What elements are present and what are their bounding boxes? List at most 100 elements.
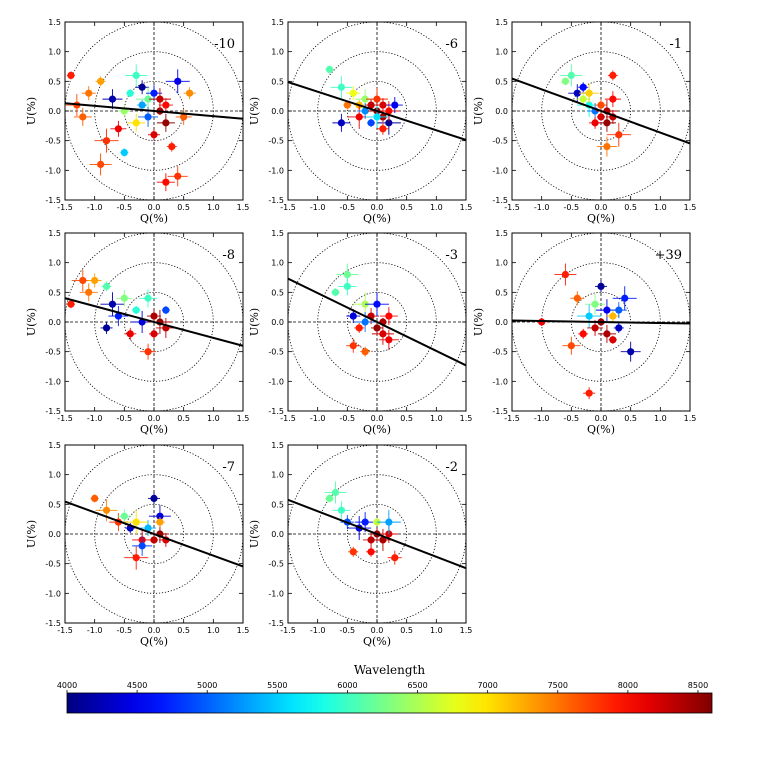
y-tick-label: -1.5: [45, 196, 61, 205]
data-point: [355, 324, 363, 332]
panel-4: -1.5-1.5 -1.0 -1.0 -0.5 -0.5 0.0 0.0 0.5 0.5 1.0 1…: [25, 229, 249, 436]
x-tick-label: 1.0: [430, 203, 443, 212]
panel-epoch-label: -2: [445, 460, 458, 475]
x-tick-label: -1.5: [57, 626, 73, 635]
y-tick-label: 1.0: [495, 48, 508, 57]
y-tick-label: -0.5: [45, 137, 61, 146]
y-tick-label: -1.0: [268, 589, 284, 598]
data-point: [379, 536, 387, 544]
x-tick-label: 0.5: [177, 414, 190, 423]
data-point: [585, 389, 593, 397]
y-tick-label: -1.0: [492, 166, 508, 175]
y-axis-title: U(%): [472, 308, 485, 336]
data-point: [367, 536, 375, 544]
data-point: [79, 113, 87, 121]
data-point: [325, 65, 334, 74]
data-point: [120, 512, 128, 520]
x-tick-label: -1.5: [57, 414, 73, 423]
y-tick-label: -0.5: [492, 137, 508, 146]
data-point: [361, 318, 369, 326]
x-tick-label: -1.5: [280, 626, 296, 635]
data-point: [379, 125, 387, 133]
x-tick-label: 0.5: [400, 203, 413, 212]
x-tick-label: 0.0: [595, 414, 608, 423]
data-point: [379, 330, 387, 338]
x-axis-title: Q(%): [140, 212, 168, 225]
colorbar-tick-label: 6500: [407, 681, 427, 690]
data-point: [627, 348, 635, 356]
data-point: [150, 494, 158, 502]
data-point: [114, 125, 122, 133]
y-tick-label: -1.5: [268, 407, 284, 416]
data-point: [102, 324, 111, 332]
x-tick-label: -1.0: [534, 203, 550, 212]
y-tick-label: 1.5: [48, 441, 61, 450]
x-tick-label: 0.0: [148, 626, 161, 635]
y-tick-label: 1.5: [271, 229, 284, 238]
data-point: [150, 312, 158, 320]
y-axis-title: U(%): [248, 308, 261, 336]
data-point: [597, 282, 605, 290]
data-point: [79, 276, 87, 285]
data-point: [609, 312, 617, 320]
data-point: [361, 348, 369, 356]
data-point: [138, 101, 146, 109]
y-tick-label: -1.0: [45, 377, 61, 386]
colorbar-gradient: [66, 692, 713, 714]
x-tick-label: 0.5: [624, 203, 637, 212]
x-tick-label: -1.5: [504, 203, 520, 212]
y-tick-label: -1.5: [268, 619, 284, 628]
data-point: [567, 342, 575, 350]
y-tick-label: 1.0: [271, 471, 284, 480]
y-tick-label: -0.5: [268, 560, 284, 569]
x-tick-label: -1.5: [280, 414, 296, 423]
data-point: [367, 119, 375, 127]
data-point: [162, 119, 170, 127]
data-point: [609, 336, 617, 344]
y-tick-label: 0.0: [495, 107, 508, 116]
data-point: [373, 324, 381, 332]
data-point: [126, 330, 134, 338]
x-tick-label: 1.5: [237, 626, 250, 635]
x-axis-title: Q(%): [363, 212, 391, 225]
data-point: [603, 143, 611, 151]
panel-plot-area: [65, 233, 243, 411]
data-point: [102, 506, 111, 514]
x-tick-label: -0.5: [340, 203, 356, 212]
data-point: [108, 300, 117, 308]
data-point: [144, 524, 152, 532]
data-point: [132, 554, 140, 562]
x-tick-label: 0.5: [624, 414, 637, 423]
reference-circle: [346, 503, 408, 565]
reference-circle: [317, 474, 437, 594]
y-axis-title: U(%): [25, 520, 38, 548]
data-point: [385, 336, 393, 344]
data-point: [186, 89, 194, 97]
y-tick-label: 1.0: [48, 471, 61, 480]
x-tick-label: 0.0: [148, 414, 161, 423]
data-point: [385, 312, 393, 320]
x-tick-label: 1.5: [684, 414, 697, 423]
reference-circle: [94, 51, 214, 171]
x-tick-label: -0.5: [564, 414, 580, 423]
panel-epoch-label: -6: [445, 37, 458, 52]
y-tick-label: 0.0: [271, 318, 284, 327]
data-point: [144, 294, 152, 302]
y-axis-title: U(%): [472, 97, 485, 125]
data-point: [174, 172, 182, 180]
dominant-axis-line: [65, 500, 243, 568]
x-tick-label: 1.5: [684, 203, 697, 212]
panel-plot-area: [512, 22, 690, 200]
data-point: [132, 119, 140, 127]
panel-epoch-label: -10: [214, 37, 235, 52]
reference-circle: [346, 80, 408, 142]
data-point: [120, 148, 128, 157]
y-tick-label: 1.5: [495, 229, 508, 238]
x-tick-label: -1.0: [87, 414, 103, 423]
colorbar-tick-label: 8500: [688, 681, 708, 690]
x-tick-label: -1.0: [87, 626, 103, 635]
reference-circle: [541, 51, 661, 171]
data-point: [331, 488, 340, 497]
data-point: [156, 512, 164, 520]
